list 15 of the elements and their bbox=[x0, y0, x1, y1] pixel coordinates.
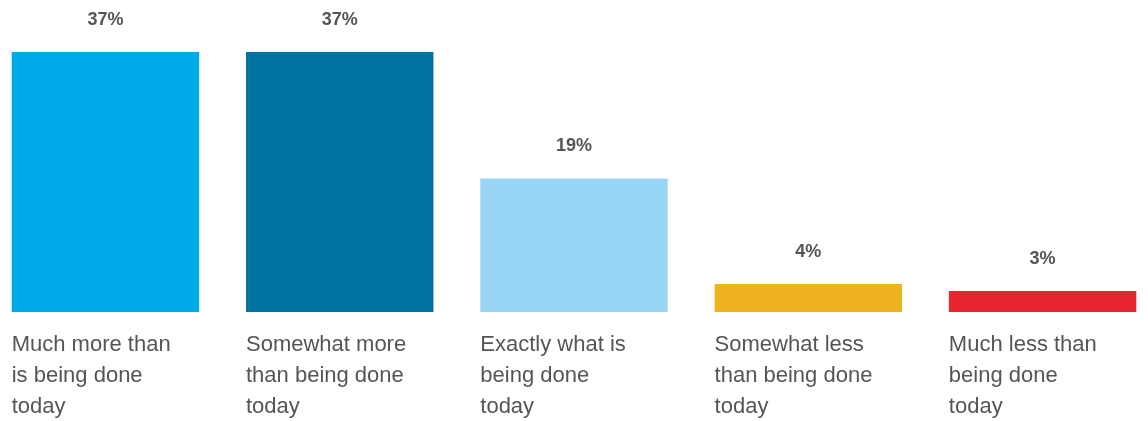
data-label: 37% bbox=[87, 9, 124, 29]
data-label: 37% bbox=[321, 9, 358, 29]
bar bbox=[246, 52, 434, 312]
bar bbox=[948, 290, 1137, 312]
bar bbox=[11, 52, 200, 312]
bar bbox=[714, 283, 902, 312]
data-label: 4% bbox=[795, 240, 822, 261]
data-label: 3% bbox=[1029, 247, 1056, 268]
x-tick-label: Much less than being done today bbox=[948, 331, 1097, 418]
data-label: 19% bbox=[555, 135, 593, 156]
bar bbox=[480, 178, 668, 312]
x-tick-label: Somewhat more than being done today bbox=[246, 331, 407, 418]
x-tick-label: Somewhat less than being done today bbox=[714, 331, 873, 418]
x-tick-label: Much more than is being done today bbox=[11, 331, 171, 418]
x-tick-label: Exactly what is being done today bbox=[480, 331, 626, 418]
